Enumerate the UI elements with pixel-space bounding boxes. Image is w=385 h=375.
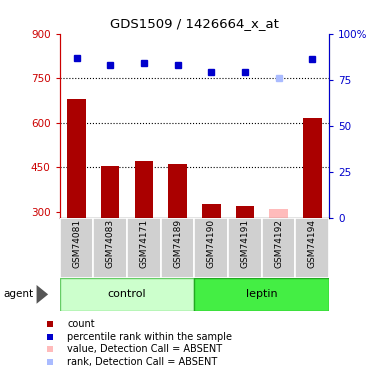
- Bar: [296, 217, 329, 278]
- Bar: [93, 217, 127, 278]
- Text: percentile rank within the sample: percentile rank within the sample: [67, 332, 233, 342]
- Bar: [67, 99, 86, 218]
- Text: rank, Detection Call = ABSENT: rank, Detection Call = ABSENT: [67, 357, 218, 366]
- Bar: [262, 217, 296, 278]
- Bar: [270, 209, 288, 218]
- Bar: [101, 166, 119, 218]
- Bar: [161, 217, 194, 278]
- Title: GDS1509 / 1426664_x_at: GDS1509 / 1426664_x_at: [110, 17, 279, 30]
- Bar: [60, 278, 194, 311]
- Text: GSM74189: GSM74189: [173, 219, 182, 268]
- Bar: [228, 217, 262, 278]
- Bar: [236, 206, 254, 218]
- Bar: [194, 217, 228, 278]
- Text: agent: agent: [4, 290, 34, 299]
- Text: GSM74190: GSM74190: [207, 219, 216, 268]
- Bar: [60, 217, 93, 278]
- Text: GSM74191: GSM74191: [241, 219, 249, 268]
- Bar: [127, 217, 161, 278]
- Bar: [194, 278, 329, 311]
- Text: GSM74083: GSM74083: [106, 219, 115, 268]
- Polygon shape: [37, 285, 48, 304]
- Bar: [168, 164, 187, 218]
- Text: GSM74081: GSM74081: [72, 219, 81, 268]
- Bar: [135, 161, 153, 218]
- Text: control: control: [108, 290, 146, 299]
- Bar: [303, 118, 321, 218]
- Text: GSM74171: GSM74171: [139, 219, 148, 268]
- Text: leptin: leptin: [246, 290, 278, 299]
- Text: GSM74192: GSM74192: [274, 219, 283, 268]
- Text: value, Detection Call = ABSENT: value, Detection Call = ABSENT: [67, 344, 223, 354]
- Bar: [202, 204, 221, 218]
- Text: count: count: [67, 320, 95, 329]
- Text: GSM74194: GSM74194: [308, 219, 317, 268]
